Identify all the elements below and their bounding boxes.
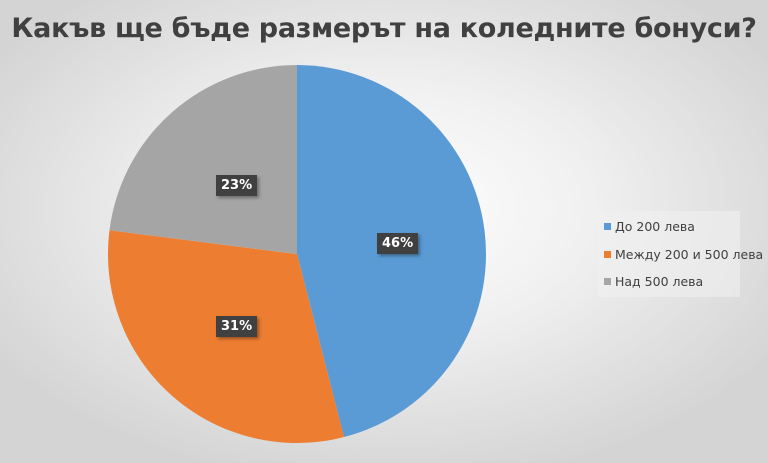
legend-item-over-500: Над 500 лева xyxy=(604,274,703,289)
legend-swatch-gray xyxy=(604,278,611,285)
legend-label: До 200 лева xyxy=(615,219,695,234)
slice-over-500 xyxy=(109,65,297,254)
legend-label: Над 500 лева xyxy=(615,274,704,289)
data-label-200-to-500: 31% xyxy=(216,316,258,337)
legend-swatch-orange xyxy=(604,251,611,258)
legend-item-200-to-500: Между 200 и 500 лева xyxy=(604,247,763,262)
data-label-over-500: 23% xyxy=(216,175,258,196)
chart-title: Какъв ще бъде размерът на коледните бону… xyxy=(11,13,757,44)
legend: До 200 лева Между 200 и 500 лева Над 500… xyxy=(598,211,763,297)
legend-item-up-to-200: До 200 лева xyxy=(604,219,695,234)
legend-swatch-blue xyxy=(604,223,611,230)
data-label-up-to-200: 46% xyxy=(377,233,419,254)
legend-label: Между 200 и 500 лева xyxy=(615,247,764,262)
